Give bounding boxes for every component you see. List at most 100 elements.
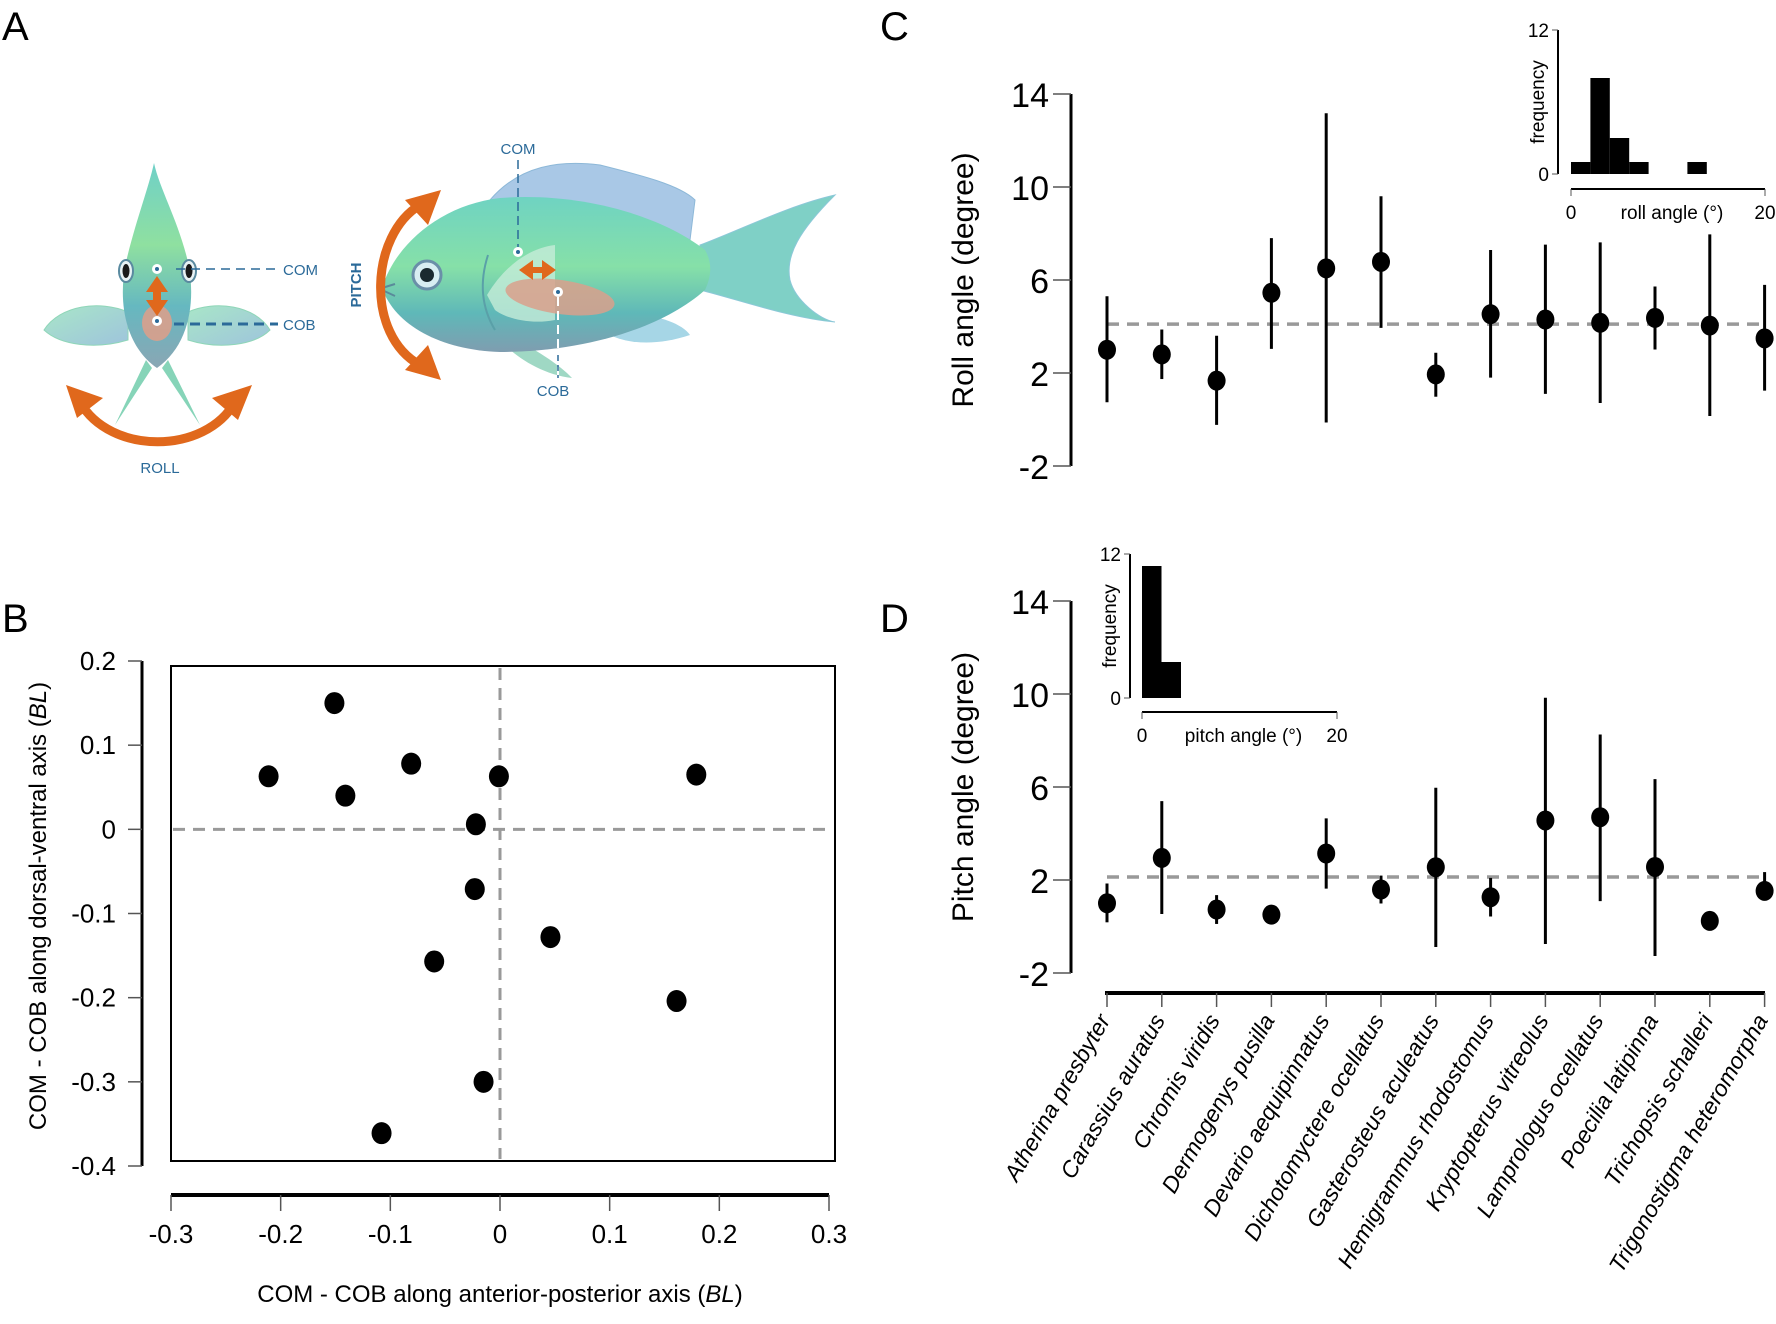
b-data-point [258, 765, 279, 788]
side-fish-cob-dot [556, 290, 560, 294]
d-data-point [1098, 893, 1116, 914]
c-inset-bar [1590, 78, 1610, 174]
front-fish-left-fin [43, 305, 129, 346]
d-y-tick-label: 10 [1011, 677, 1049, 715]
d-inset-y-title: frequency [1100, 584, 1121, 668]
panel-letter-a: A [2, 5, 29, 49]
b-y-axis-title-unit: BL [25, 690, 52, 719]
c-data-point [1426, 364, 1445, 385]
c-inset-x-title: roll angle (°) [1621, 203, 1724, 224]
b-data-point [473, 1070, 494, 1093]
b-x-tick-label: 0.3 [811, 1219, 847, 1249]
d-inset-x-tick-label: 20 [1326, 726, 1347, 747]
b-x-axis-title: COM - COB along anterior-posterior axis … [257, 1281, 743, 1308]
panel-c-roll-angle-plot: Roll angle (degree) 14 10 6 2 -2 [947, 77, 1774, 487]
front-fish-offset-arrow-icon [146, 276, 168, 316]
d-data-point [1372, 879, 1390, 900]
c-data-point [1262, 282, 1281, 303]
pitch-arrowhead-top-icon [405, 190, 441, 225]
b-data-point [488, 765, 509, 788]
d-data-point [1262, 904, 1281, 925]
c-data-point [1481, 304, 1500, 325]
b-x-ticks: -0.3 -0.2 -0.1 0 0.1 0.2 0.3 [149, 1195, 847, 1249]
b-x-tick-label: 0 [493, 1219, 507, 1249]
b-data-point [371, 1122, 392, 1145]
b-data-point [324, 692, 345, 715]
side-fish-gill-line [481, 254, 496, 331]
b-y-tick-label: 0 [102, 814, 116, 844]
roll-label: ROLL [140, 460, 179, 477]
roll-arrow-icon [76, 399, 239, 447]
front-fish-pelvic-fin [115, 360, 200, 425]
b-x-tick-label: -0.3 [149, 1219, 194, 1249]
b-x-tick-label: 0.1 [592, 1219, 628, 1249]
panel-letter-b: B [2, 597, 29, 641]
b-data-point [465, 813, 486, 836]
c-inset-x-tick-label: 0 [1566, 203, 1577, 224]
b-x-tick-label: -0.2 [258, 1219, 303, 1249]
front-fish-com-dot [155, 267, 159, 271]
b-x-tick-label: 0.2 [701, 1219, 737, 1249]
c-inset-bar [1629, 162, 1649, 174]
d-data-point [1536, 810, 1555, 831]
c-data-point [1591, 312, 1610, 333]
d-y-tick-label: 14 [1011, 584, 1049, 622]
b-y-tick-label: 0.2 [80, 646, 116, 676]
b-data-point [686, 763, 707, 786]
d-data-point [1481, 887, 1500, 908]
d-inset-bar [1142, 566, 1162, 698]
d-inset-y-tick-label: 0 [1110, 689, 1121, 710]
c-data-point [1098, 339, 1116, 360]
d-inset-bar [1161, 662, 1181, 698]
side-fish-diagram: COM COB PITCH [348, 141, 837, 400]
c-data-point [1372, 251, 1390, 272]
d-inset-x-title: pitch angle (°) [1185, 726, 1302, 747]
front-fish-right-pupil [185, 264, 193, 278]
side-com-label: COM [501, 141, 536, 158]
front-cob-label: COB [283, 317, 316, 334]
d-y-tick-label: 2 [1030, 863, 1049, 901]
b-y-tick-label: -0.1 [71, 899, 116, 929]
b-data-point [335, 784, 356, 807]
b-data-point [424, 950, 445, 973]
b-x-axis-title-unit: BL [705, 1281, 734, 1308]
c-y-axis-title: Roll angle (degree) [947, 152, 980, 407]
d-inset-y-tick-label: 12 [1100, 545, 1121, 566]
pitch-arrowhead-bottom-icon [405, 345, 441, 380]
b-data-point [666, 990, 687, 1013]
b-plot-frame [170, 665, 836, 1162]
panel-letter-d: D [880, 597, 909, 641]
c-inset-y-tick-label: 0 [1538, 165, 1549, 186]
pitch-label: PITCH [348, 263, 365, 308]
b-y-tick-label: -0.2 [71, 983, 116, 1013]
front-fish-diagram: COM COB ROLL [43, 163, 318, 477]
front-com-label: COM [283, 262, 318, 279]
c-data-point [1700, 315, 1719, 336]
b-y-axis-title-text: COM - COB along dorsal-ventral axis [25, 734, 52, 1130]
d-data-point [1591, 807, 1610, 828]
side-fish-com-dot [516, 250, 520, 254]
b-y-axis-title-paren-open: ( [25, 719, 52, 734]
pitch-arrow-icon [376, 201, 423, 369]
side-fish-offset-arrow-icon [519, 260, 556, 280]
front-fish-left-pupil [122, 264, 130, 278]
d-data-point [1317, 843, 1336, 864]
c-inset-bar [1571, 162, 1591, 174]
c-data-point [1755, 328, 1774, 349]
b-data-point [464, 878, 485, 901]
b-x-axis-title-paren-close: ) [735, 1281, 743, 1308]
d-data-point [1700, 910, 1719, 931]
b-data-points [258, 692, 707, 1145]
b-y-tick-label: -0.4 [71, 1151, 116, 1181]
panel-letter-c: C [880, 5, 909, 49]
d-y-tick-label: 6 [1030, 770, 1049, 808]
b-y-axis-title: COM - COB along dorsal-ventral axis (BL) [25, 682, 52, 1130]
front-fish-cob-dot [155, 319, 159, 323]
side-fish-swim-bladder [505, 278, 615, 316]
b-y-tick-label: 0.1 [80, 730, 116, 760]
c-histogram-inset: 12 00 20 roll angle (°) frequency [1528, 21, 1776, 224]
b-data-point [540, 926, 561, 949]
side-fish-tail [699, 194, 837, 323]
